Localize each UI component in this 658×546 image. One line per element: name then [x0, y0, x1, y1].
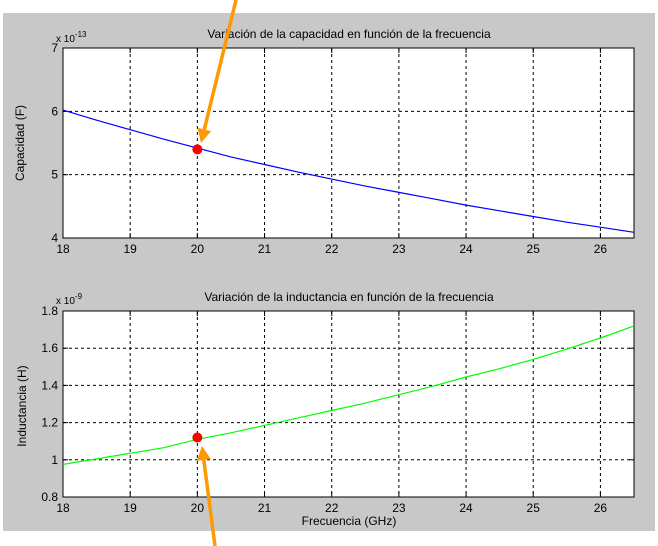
annotation-arrow: [196, 446, 217, 546]
series-line: [62, 325, 635, 465]
y-exponent-label: x 10-13: [56, 30, 87, 45]
arrow-shaft: [202, 459, 217, 546]
x-tick-label: 25: [527, 501, 541, 515]
y-tick-label: 1.6: [41, 341, 58, 355]
y-tick-label: 4: [51, 231, 58, 245]
inductance-chart: Variación de la inductancia en función d…: [15, 290, 635, 546]
y-tick-label: 1.8: [41, 304, 58, 318]
x-tick-label: 26: [594, 501, 608, 515]
chart-title: Variación de la inductancia en función d…: [204, 290, 494, 304]
y-tick-label: 1.4: [41, 378, 58, 392]
series-line: [62, 109, 635, 233]
arrow-shaft: [202, 0, 238, 130]
y-tick-label: 1: [51, 453, 58, 467]
y-tick-label: 1.2: [41, 416, 58, 430]
y-axis-label: Inductancia (H): [15, 365, 29, 446]
x-tick-label: 24: [459, 242, 473, 256]
highlight-point: [192, 144, 203, 155]
x-tick-label: 18: [56, 501, 70, 515]
x-tick-label: 20: [191, 242, 205, 256]
x-tick-label: 19: [123, 501, 137, 515]
x-tick-label: 19: [123, 242, 137, 256]
x-tick-label: 26: [594, 242, 608, 256]
x-tick-label: 20: [191, 501, 205, 515]
annotation-arrow: [197, 0, 238, 143]
arrow-head: [196, 446, 211, 461]
chart-title: Variación de la capacidad en función de …: [207, 27, 491, 41]
y-exponent-label: x 10-9: [56, 292, 83, 307]
y-axis-label: Capacidad (F): [13, 105, 27, 181]
y-tick-label: 0.8: [41, 490, 58, 504]
x-tick-label: 22: [325, 501, 339, 515]
x-tick-label: 24: [459, 501, 473, 515]
plot-area: [62, 310, 635, 498]
x-tick-label: 22: [325, 242, 339, 256]
highlight-point: [192, 432, 203, 443]
x-tick-label: 23: [392, 501, 406, 515]
capacitance-chart: Variación de la capacidad en función de …: [13, 0, 635, 256]
x-tick-label: 18: [56, 242, 70, 256]
plot-area: [62, 47, 635, 239]
arrow-head: [197, 127, 212, 143]
x-tick-label: 23: [392, 242, 406, 256]
y-tick-label: 6: [51, 104, 58, 118]
x-tick-label: 25: [527, 242, 541, 256]
x-axis-label: Frecuencia (GHz): [302, 514, 397, 528]
y-tick-label: 5: [51, 168, 58, 182]
y-tick-label: 7: [51, 41, 58, 55]
x-tick-label: 21: [258, 242, 272, 256]
x-tick-label: 21: [258, 501, 272, 515]
